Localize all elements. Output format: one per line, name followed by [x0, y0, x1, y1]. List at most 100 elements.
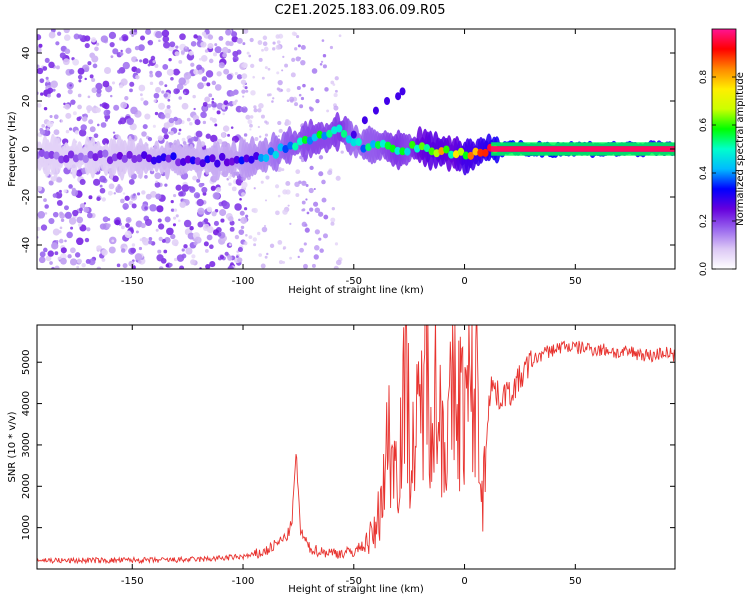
- figure-title: C2E1.2025.183.06.09.R05: [274, 3, 445, 18]
- heatmap-speckle: [164, 216, 171, 223]
- heatmap-speckle: [182, 141, 187, 145]
- heatmap-ridge-core: [277, 143, 284, 152]
- heatmap-speckle: [162, 64, 169, 70]
- heatmap-speckle: [161, 90, 165, 94]
- heatmap-speckle: [37, 64, 40, 69]
- heatmap-speckle: [64, 48, 71, 55]
- heatmap-speckle: [217, 232, 222, 237]
- heatmap-speckle: [125, 47, 132, 54]
- heatmap-speckle: [175, 45, 179, 49]
- heatmap-speckle: [179, 201, 186, 208]
- snr-panel: -150 -100 -50 0 50 1000 2000 3000 4000 5000 Heig…: [7, 324, 676, 595]
- heatmap-speckle: [46, 127, 50, 131]
- heatmap-speckle: [298, 93, 302, 97]
- heatmap-speckle: [223, 100, 229, 106]
- heatmap-speckle: [106, 223, 111, 228]
- heatmap-speckle: [314, 245, 320, 251]
- heatmap-speckle: [109, 42, 115, 48]
- heatmap-speckle: [231, 186, 237, 192]
- heatmap-speckle: [128, 200, 134, 206]
- heatmap-speckle: [122, 203, 129, 210]
- heatmap-speckle: [163, 133, 169, 140]
- heatmap-ridge-core: [233, 155, 241, 164]
- heatmap-ridge-core: [389, 144, 396, 153]
- heatmap-speckle: [192, 175, 198, 181]
- heatmap-speckle: [214, 84, 222, 91]
- heatmap-speckle: [246, 51, 250, 55]
- heatmap-speckle: [193, 241, 198, 246]
- heatmap-speckle: [37, 185, 43, 192]
- heatmap-speckle: [77, 223, 82, 227]
- heatmap-speckle: [155, 86, 162, 93]
- heatmap-speckle: [113, 192, 117, 195]
- heatmap-speckle: [318, 211, 324, 217]
- heatmap-speckle: [145, 193, 152, 200]
- heatmap-x-axis-label: Height of straight line (km): [288, 285, 424, 296]
- heatmap-speckle: [119, 84, 124, 89]
- heatmap-speckle: [65, 129, 70, 134]
- heatmap-speckle: [178, 219, 181, 223]
- heatmap-speckle: [128, 260, 135, 267]
- heatmap-speckle: [224, 251, 229, 256]
- heatmap-speckle: [139, 238, 143, 242]
- heatmap-speckle: [52, 193, 58, 198]
- heatmap-speckle: [248, 235, 253, 240]
- heatmap-ridge-core: [374, 140, 382, 149]
- heatmap-ridge-edge: [491, 142, 675, 147]
- heatmap-speckle: [101, 258, 106, 262]
- heatmap-speckle: [219, 209, 227, 217]
- heatmap-speckle: [276, 71, 280, 75]
- heatmap-ridge-core: [63, 154, 70, 163]
- heatmap-speckle: [130, 106, 138, 115]
- heatmap-speckle: [37, 67, 44, 75]
- heatmap-speckle: [188, 50, 194, 56]
- heatmap-x-ticks: -150 -100 -50 0 50: [121, 29, 582, 287]
- heatmap-speckle: [43, 247, 48, 253]
- heatmap-speckle: [63, 29, 70, 34]
- heatmap-speckle: [241, 89, 246, 94]
- heatmap-speckle: [72, 111, 77, 116]
- heatmap-speckle: [107, 190, 113, 196]
- heatmap-speckle: [253, 108, 258, 113]
- heatmap-speckle: [236, 255, 239, 258]
- heatmap-speckle: [226, 73, 233, 81]
- heatmap-speckle: [157, 249, 162, 254]
- heatmap-speckle: [258, 253, 263, 257]
- heatmap-ridge-core: [345, 135, 353, 144]
- heatmap-speckle: [323, 214, 329, 220]
- heatmap-speckle: [108, 246, 116, 254]
- heatmap-speckle: [155, 30, 163, 39]
- heatmap-speckle: [145, 29, 152, 35]
- heatmap-speckle: [301, 221, 307, 227]
- heatmap-speckle: [257, 125, 261, 129]
- heatmap-speckle: [301, 208, 304, 212]
- heatmap-speckle: [79, 203, 86, 209]
- heatmap-speckle: [59, 226, 63, 230]
- heatmap-speckle: [47, 93, 51, 98]
- heatmap-speckle: [321, 39, 325, 42]
- heatmap-speckle: [130, 247, 137, 254]
- heatmap-speckle: [305, 184, 309, 187]
- heatmap-speckle: [38, 43, 43, 48]
- heatmap-speckle: [164, 183, 168, 187]
- heatmap-speckle: [176, 83, 184, 90]
- heatmap-speckle: [103, 66, 112, 75]
- heatmap-speckle: [120, 49, 123, 53]
- heatmap-speckle: [79, 207, 83, 212]
- heatmap-speckle: [237, 257, 243, 263]
- heatmap-speckle: [272, 97, 275, 100]
- heatmap-speckle: [138, 44, 145, 52]
- heatmap-speckle: [37, 226, 41, 231]
- heatmap-speckle: [60, 253, 67, 260]
- heatmap-speckle: [54, 251, 59, 256]
- heatmap-speckle: [47, 250, 54, 257]
- colorbar: 0.0 0.2 0.4 0.6 0.8 Normalized spectral ampl…: [699, 28, 746, 276]
- heatmap-speckle: [141, 131, 147, 137]
- heatmap-speckle: [173, 257, 178, 262]
- heatmap-speckle: [254, 137, 259, 142]
- heatmap-speckle: [214, 123, 218, 127]
- heatmap-ridge-core: [228, 157, 236, 166]
- heatmap-ridge-core: [199, 159, 206, 168]
- heatmap-speckle: [163, 93, 168, 98]
- heatmap-ridge-core: [326, 129, 333, 138]
